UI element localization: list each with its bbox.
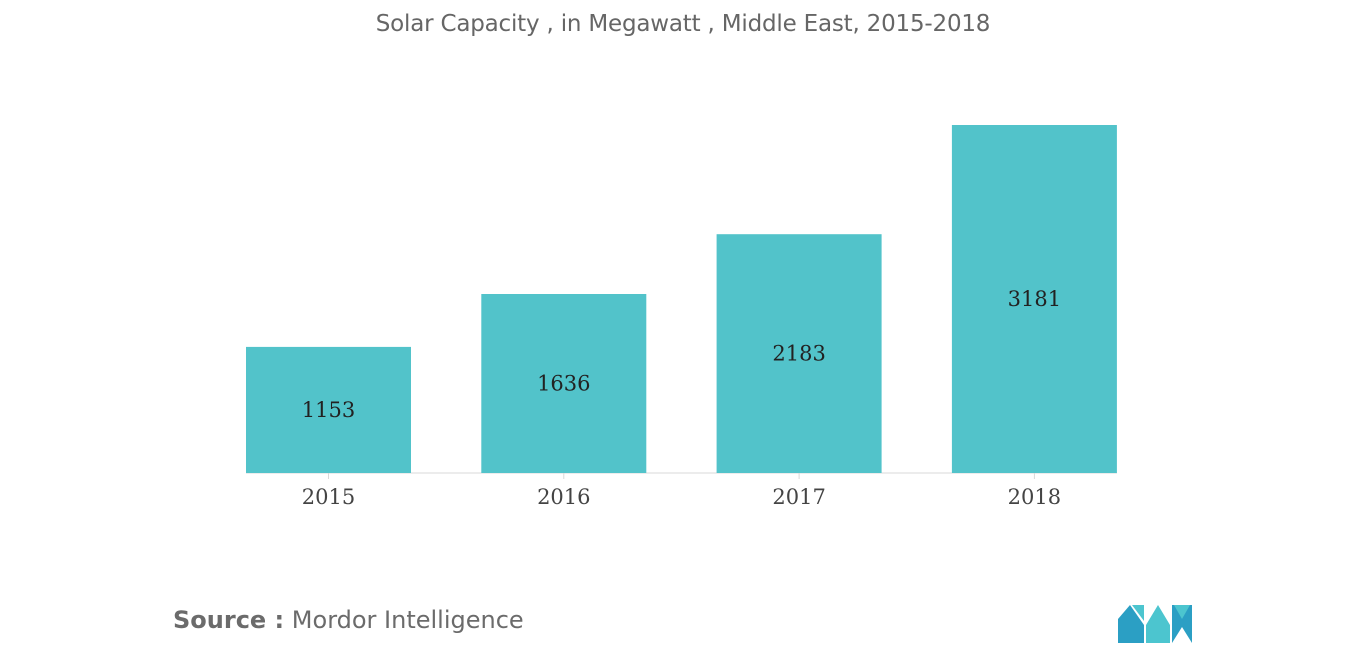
bar-2015 — [246, 346, 411, 473]
x-tick-label: 2016 — [537, 485, 590, 509]
x-tick-label: 2018 — [1008, 485, 1061, 509]
x-tick-label: 2017 — [772, 485, 825, 509]
bar-value-label: 1153 — [302, 398, 355, 422]
chart-title: Solar Capacity , in Megawatt , Middle Ea… — [375, 11, 991, 37]
source-line: Source : Mordor Intelligence — [173, 606, 524, 634]
bar-2018 — [951, 125, 1117, 473]
bar-value-label: 3181 — [1008, 287, 1061, 311]
bar-2016 — [481, 294, 647, 473]
ticks-layer: 2015 2016 2017 2018 — [302, 473, 1061, 509]
source-text: Mordor Intelligence — [291, 606, 524, 634]
bar-2017 — [716, 234, 882, 473]
bars-layer — [246, 125, 1117, 473]
labels-layer: 1153 1636 2183 3181 — [302, 287, 1061, 422]
x-tick-label: 2015 — [302, 485, 355, 509]
mordor-intelligence-logo-icon — [1118, 605, 1192, 643]
bar-value-label: 1636 — [537, 372, 590, 396]
source-prefix: Source : — [173, 606, 285, 634]
bar-value-label: 2183 — [772, 342, 825, 366]
